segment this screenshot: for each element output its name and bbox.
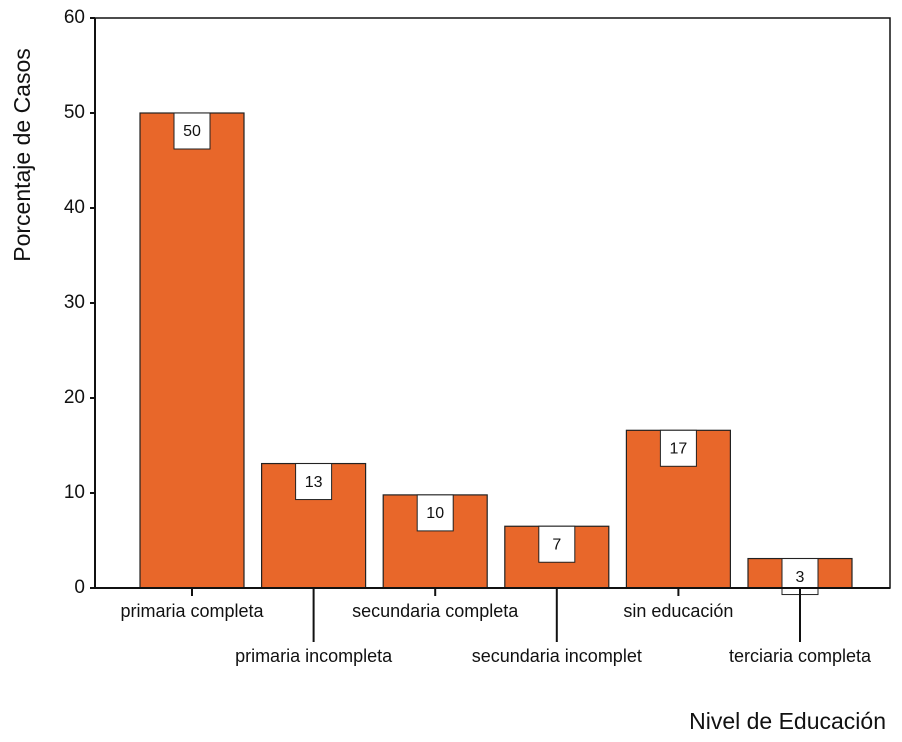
y-tick-label: 10 bbox=[64, 482, 85, 503]
y-tick-label: 0 bbox=[74, 577, 85, 598]
bar bbox=[139, 112, 245, 589]
y-axis-label: Porcentaje de Casos bbox=[9, 48, 35, 262]
x-tick-label: sin educación bbox=[623, 601, 733, 621]
value-label: 17 bbox=[670, 441, 688, 458]
value-label: 50 bbox=[183, 123, 201, 140]
value-label: 13 bbox=[305, 474, 323, 491]
value-label-box bbox=[173, 112, 211, 150]
y-tick-label: 20 bbox=[64, 387, 85, 408]
y-tick-label: 60 bbox=[64, 7, 85, 28]
value-label-box bbox=[295, 463, 333, 501]
value-label: 10 bbox=[426, 505, 444, 522]
x-tick-label: primaria completa bbox=[120, 601, 264, 621]
value-label: 3 bbox=[796, 569, 805, 586]
y-tick-label: 50 bbox=[64, 102, 85, 123]
x-tick-label: secundaria incomplet bbox=[472, 646, 642, 666]
y-tick-label: 40 bbox=[64, 197, 85, 218]
y-tick-label: 30 bbox=[64, 292, 85, 313]
x-axis-label: Nivel de Educación bbox=[689, 708, 886, 734]
x-tick-label: primaria incompleta bbox=[235, 646, 393, 666]
value-label: 7 bbox=[552, 536, 561, 553]
value-label-box bbox=[659, 429, 697, 467]
x-tick-label: terciaria completa bbox=[729, 646, 872, 666]
value-label-box bbox=[538, 525, 576, 563]
x-tick-label: secundaria completa bbox=[352, 601, 519, 621]
value-label-box bbox=[416, 494, 454, 532]
